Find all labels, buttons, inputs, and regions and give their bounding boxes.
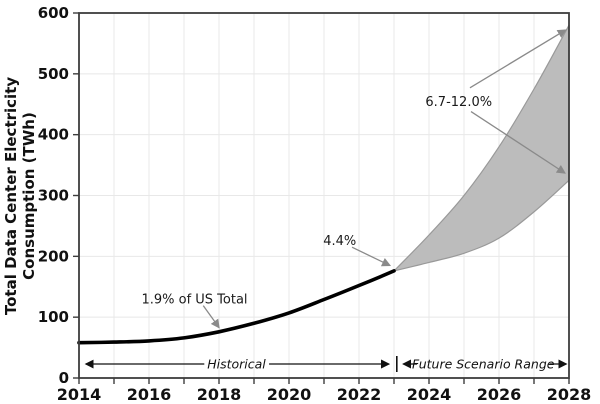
- x-tick-label: 2016: [127, 385, 172, 404]
- x-tick-label: 2028: [547, 385, 592, 404]
- annotation-arrow: [469, 29, 567, 89]
- annotation-arrow: [470, 111, 566, 174]
- y-tick-label: 0: [59, 369, 69, 387]
- historical-consumption-line: [77, 269, 396, 345]
- range-label: Historical: [207, 356, 266, 371]
- x-tick-label: 2024: [407, 385, 452, 404]
- tick-labels: 2014 2016 2018 2020 2022 2024 2026 2028 0 100 200 3…: [38, 4, 592, 404]
- future-range-area: [393, 24, 570, 272]
- x-tick-label: 2018: [197, 385, 242, 404]
- y-tick-label: 500: [38, 65, 69, 83]
- y-tick-label: 600: [38, 4, 69, 22]
- y-tick-label: 200: [38, 247, 69, 265]
- axes: [73, 12, 570, 384]
- historical-line: [77, 269, 396, 345]
- y-axis-label-line1: Total Data Center Electricity: [2, 77, 20, 315]
- annotation-text: 6.7-12.0%: [425, 95, 492, 110]
- y-tick-label: 300: [38, 187, 69, 205]
- x-tick-label: 2026: [477, 385, 522, 404]
- annotation-arrow: [351, 246, 392, 267]
- x-tick-label: 2014: [57, 385, 102, 404]
- annotation-arrow: [202, 305, 220, 329]
- annotations: 1.9% of US Total 4.4% 6.7-12.0%: [141, 29, 567, 329]
- y-tick-label: 400: [38, 126, 69, 144]
- x-tick-label: 2020: [267, 385, 312, 404]
- range-label: Future Scenario Range: [412, 356, 555, 371]
- y-tick-label: 100: [38, 308, 69, 326]
- y-axis-label-line2: Consumption (TWh): [20, 112, 38, 280]
- future-scenario-band: [393, 24, 570, 272]
- x-tick-label: 2022: [337, 385, 382, 404]
- annotation-text: 1.9% of US Total: [141, 292, 247, 307]
- annotation-text: 4.4%: [323, 234, 356, 249]
- period-range-bar: Historical Future Scenario Range: [84, 356, 568, 373]
